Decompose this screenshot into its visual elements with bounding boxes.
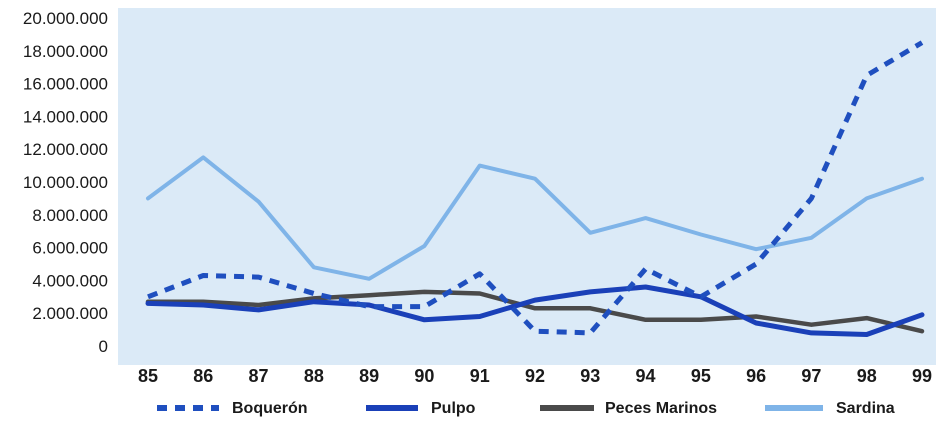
y-tick-label: 2.000.000 xyxy=(32,304,108,323)
x-tick-label: 94 xyxy=(636,366,656,386)
y-tick-label: 8.000.000 xyxy=(32,206,108,225)
x-tick-label: 92 xyxy=(525,366,545,386)
legend-label-sardina: Sardina xyxy=(836,400,895,417)
series-line-boqueron xyxy=(147,40,924,336)
x-tick-label: 87 xyxy=(249,366,269,386)
y-tick-label: 20.000.000 xyxy=(23,9,108,28)
x-tick-label: 90 xyxy=(414,366,434,386)
x-tick-label: 96 xyxy=(746,366,766,386)
x-tick-label: 93 xyxy=(580,366,600,386)
series-line-pulpo xyxy=(145,284,925,337)
x-tick-label: 85 xyxy=(138,366,158,386)
series-line-peces-marinos xyxy=(145,289,925,334)
x-tick-label: 98 xyxy=(857,366,877,386)
y-tick-label: 14.000.000 xyxy=(23,107,108,126)
y-tick-label: 4.000.000 xyxy=(32,271,108,290)
legend-label-pulpo: Pulpo xyxy=(431,400,476,417)
x-axis: 85 86 87 88 89 90 91 92 93 94 95 96 97 98 99 xyxy=(138,366,932,386)
x-tick-label: 95 xyxy=(691,366,711,386)
y-tick-label: 16.000.000 xyxy=(23,75,108,94)
legend: Boquerón Pulpo Peces Marinos Sardina xyxy=(157,400,895,417)
y-tick-label: 6.000.000 xyxy=(32,239,108,258)
y-tick-label: 10.000.000 xyxy=(23,173,108,192)
series-group xyxy=(145,40,925,337)
x-tick-label: 88 xyxy=(304,366,324,386)
x-tick-label: 99 xyxy=(912,366,932,386)
x-tick-label: 86 xyxy=(193,366,213,386)
y-axis: 0 2.000.000 4.000.000 6.000.000 8.000.000 10.… xyxy=(23,9,108,356)
x-tick-label: 89 xyxy=(359,366,379,386)
series-line-sardina xyxy=(146,155,924,281)
x-tick-label: 97 xyxy=(801,366,821,386)
legend-label-boqueron: Boquerón xyxy=(232,400,308,417)
y-tick-label: 12.000.000 xyxy=(23,140,108,159)
legend-label-peces-marinos: Peces Marinos xyxy=(605,400,717,417)
y-tick-label: 0 xyxy=(99,337,108,356)
y-tick-label: 18.000.000 xyxy=(23,42,108,61)
x-tick-label: 91 xyxy=(470,366,490,386)
